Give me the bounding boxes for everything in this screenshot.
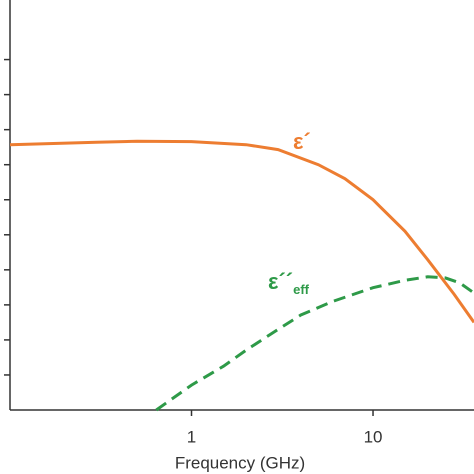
series-name: ε´ <box>293 129 311 154</box>
series-line <box>155 275 474 412</box>
x-tick-label: 1 <box>187 427 196 446</box>
x-tick-label: 10 <box>364 427 383 446</box>
series-label: ε´ <box>293 129 311 154</box>
series-subscript: eff <box>293 282 310 297</box>
series-line <box>9 139 474 324</box>
series-name: ε´´ <box>268 269 293 294</box>
series-label: ε´´eff <box>268 269 310 298</box>
x-axis-label: Frequency (GHz) <box>175 453 305 472</box>
